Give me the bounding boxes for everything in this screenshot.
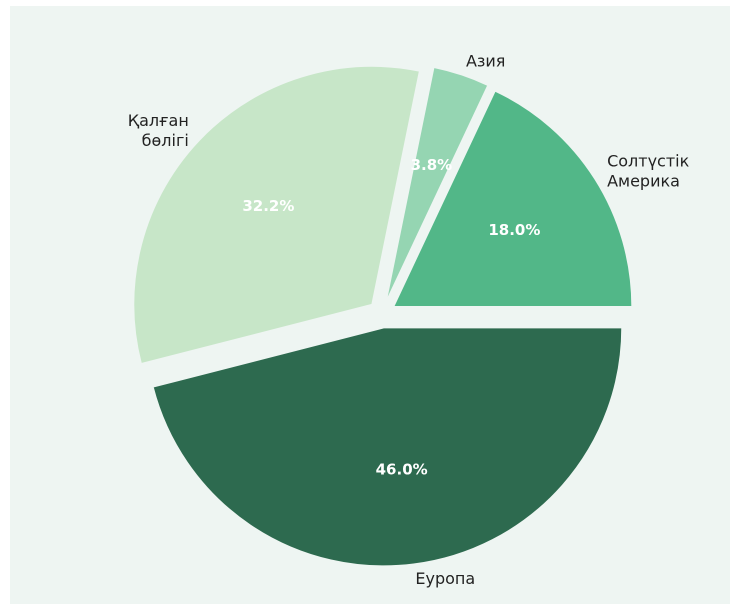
pie-slice-еуропа bbox=[152, 327, 623, 567]
pie-slice-азия bbox=[385, 66, 489, 301]
pie-slice-солтүстік-америка bbox=[393, 90, 633, 307]
pie-chart: 18.0% 3.8% 32.2% 46.0% Солтүстік Америка Азия… bbox=[128, 52, 690, 588]
category-label-қалған-бөлігі: Қалған бөлігі bbox=[128, 111, 189, 150]
category-label-солтүстік-америка: Солтүстік Америка bbox=[607, 152, 690, 191]
pct-label-азия: 3.8% bbox=[411, 156, 453, 174]
pct-label-солтүстік-америка: 18.0% bbox=[488, 221, 540, 239]
chart-panel: 18.0% 3.8% 32.2% 46.0% Солтүстік Америка Азия… bbox=[10, 6, 730, 604]
category-label-азия: Азия bbox=[466, 52, 505, 71]
category-label-еуропа: Еуропа bbox=[415, 569, 475, 588]
pie-slice-қалған-бөлігі bbox=[133, 65, 420, 365]
pct-label-еуропа: 46.0% bbox=[376, 461, 428, 479]
category-labels: Солтүстік Америка Азия Қалған бөлігі Еуропа bbox=[128, 52, 690, 588]
pie-slices bbox=[133, 65, 633, 567]
percentage-labels: 18.0% 3.8% 32.2% 46.0% bbox=[242, 156, 540, 478]
pct-label-қалған-бөлігі: 32.2% bbox=[242, 197, 294, 215]
